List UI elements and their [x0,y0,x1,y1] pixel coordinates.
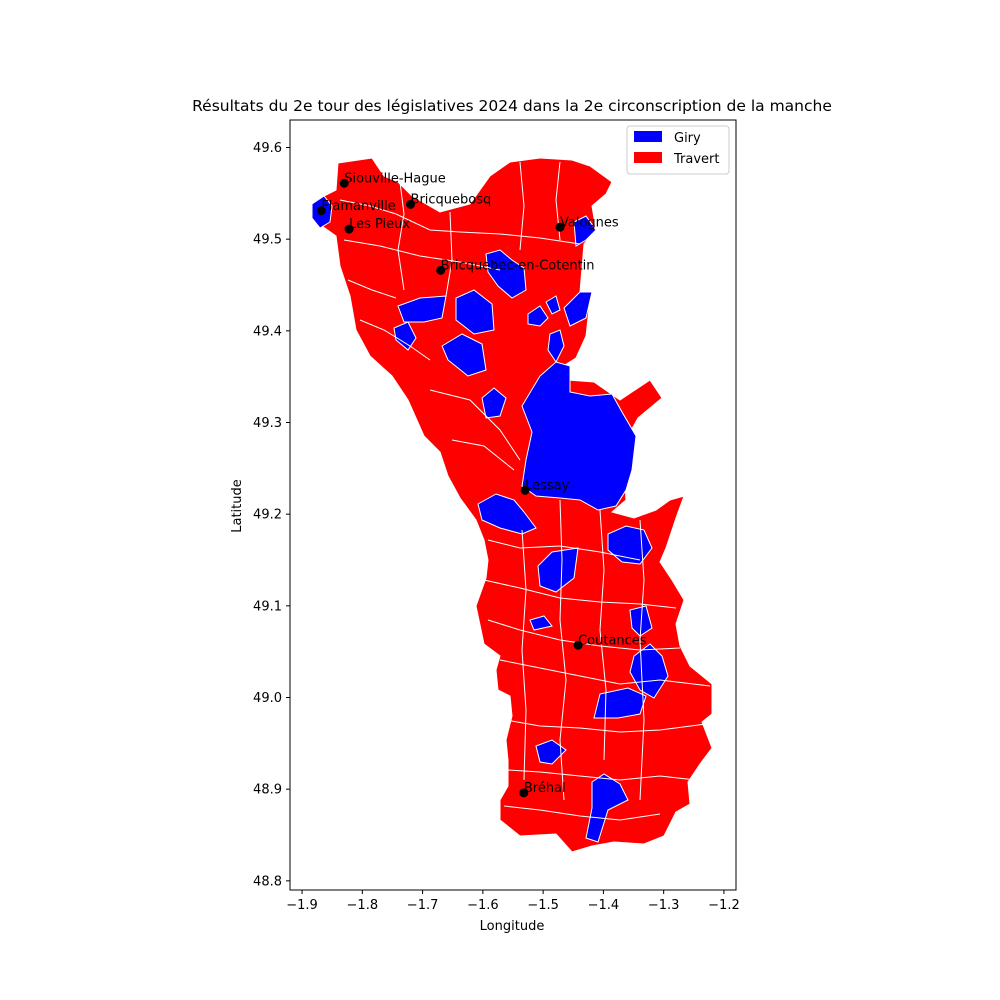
town-label: Bréhal [524,781,566,796]
town-label: Coutances [578,633,647,648]
region-south-8 [585,773,629,843]
region-south-3 [529,615,553,631]
town-label: Siouville-Hague [344,171,446,186]
legend-label-giry: Giry [674,131,701,146]
town-marker [436,265,446,275]
region-west-1 [397,295,447,323]
regions-giry [311,195,669,843]
x-tick-label: −1.6 [467,898,499,913]
x-tick-label: −1.5 [527,898,559,913]
town-marker [573,640,583,650]
y-tick-label: 49.3 [253,416,282,431]
town-marker [316,206,326,216]
map-area [311,157,713,853]
town-label: Flamanville [321,199,395,214]
x-tick-label: −1.8 [347,898,379,913]
chart-title: Résultats du 2e tour des législatives 20… [192,97,832,115]
y-tick-label: 49.5 [253,233,282,248]
region-east-4 [547,329,565,363]
x-tick-label: −1.7 [407,898,439,913]
legend-label-travert: Travert [673,152,719,167]
y-axis: 48.8 48.9 49.0 49.1 49.2 49.3 49.4 49.5 49.6 [253,141,290,889]
region-south-west [477,493,537,535]
town-label: Lessay [525,478,570,493]
town-marker [406,199,416,209]
town-marker [519,788,529,798]
y-tick-label: 49.6 [253,141,282,156]
y-tick-label: 49.2 [253,508,282,523]
legend-swatch-travert [634,152,662,163]
commune-boundaries [339,161,711,821]
y-tick-label: 48.9 [253,783,282,798]
y-tick-label: 49.4 [253,324,282,339]
town-marker [520,485,530,495]
plot-frame [289,119,737,891]
y-tick-label: 49.0 [253,691,282,706]
x-tick-label: −1.2 [708,898,740,913]
legend: Giry Travert [626,125,730,175]
town-label: Bricquebec-en-Cotentin [441,258,595,273]
region-bricquebec-north [485,249,527,299]
region-west-2 [393,321,417,351]
x-axis: −1.9 −1.8 −1.7 −1.6 −1.5 −1.4 −1.3 −1.2 [286,890,740,913]
y-tick-label: 49.1 [253,599,282,614]
x-axis-label: Longitude [480,919,545,934]
region-east-1 [527,305,549,327]
region-south-6 [593,687,647,719]
region-east-3 [563,291,593,327]
region-south-2 [537,547,579,593]
region-valognes-east [573,215,597,247]
town-marker [555,222,565,232]
y-tick-label: 48.8 [253,874,282,889]
region-center-1 [455,289,495,335]
x-tick-label: −1.4 [588,898,620,913]
town-label: Bricquebosq [411,192,492,207]
region-south-5 [629,643,669,699]
town-label: Valognes [560,215,619,230]
town-marker [339,178,349,188]
x-tick-label: −1.9 [286,898,318,913]
region-south-7 [535,739,567,765]
legend-swatch-giry [634,131,662,142]
town-marker [344,224,354,234]
y-axis-label: Latitude [230,479,245,533]
region-center-2 [441,333,487,377]
region-east-2 [545,295,561,315]
town-label: Les Pieux [349,217,410,232]
x-tick-label: −1.3 [648,898,680,913]
